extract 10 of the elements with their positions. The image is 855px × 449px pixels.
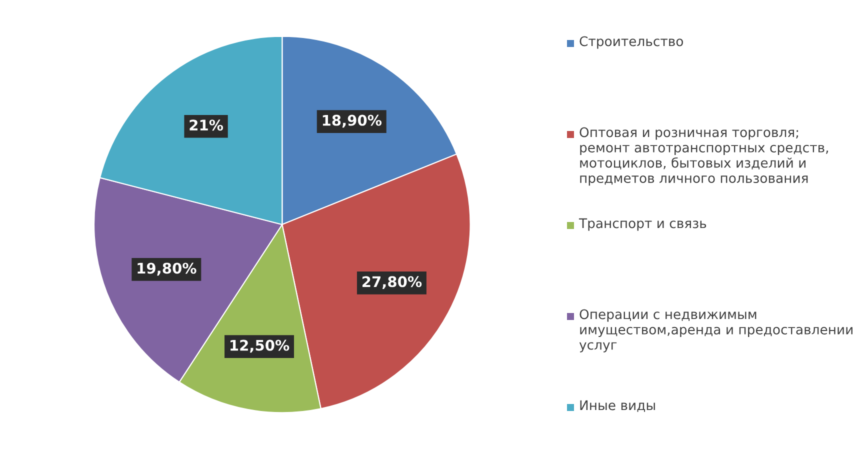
legend-label: Транспорт и связь <box>578 218 706 231</box>
legend-label: Операции с недвижимым имуществом,аренда и предоставлении услуг <box>579 309 852 352</box>
data-label: 18,90% <box>322 114 382 128</box>
legend-label: Оптовая и розничная торговля; ремонт автотранспортных средств, мотоциклов, бытовых изделий и предметов личного пользования <box>580 127 828 186</box>
data-label: 21% <box>190 120 224 131</box>
data-label: 27,80% <box>362 276 422 290</box>
legend-label: Строительство <box>580 36 684 49</box>
data-label: 12,50% <box>230 340 290 353</box>
data-label: 19,80% <box>138 262 196 276</box>
legend-label: Иные виды <box>580 400 655 412</box>
